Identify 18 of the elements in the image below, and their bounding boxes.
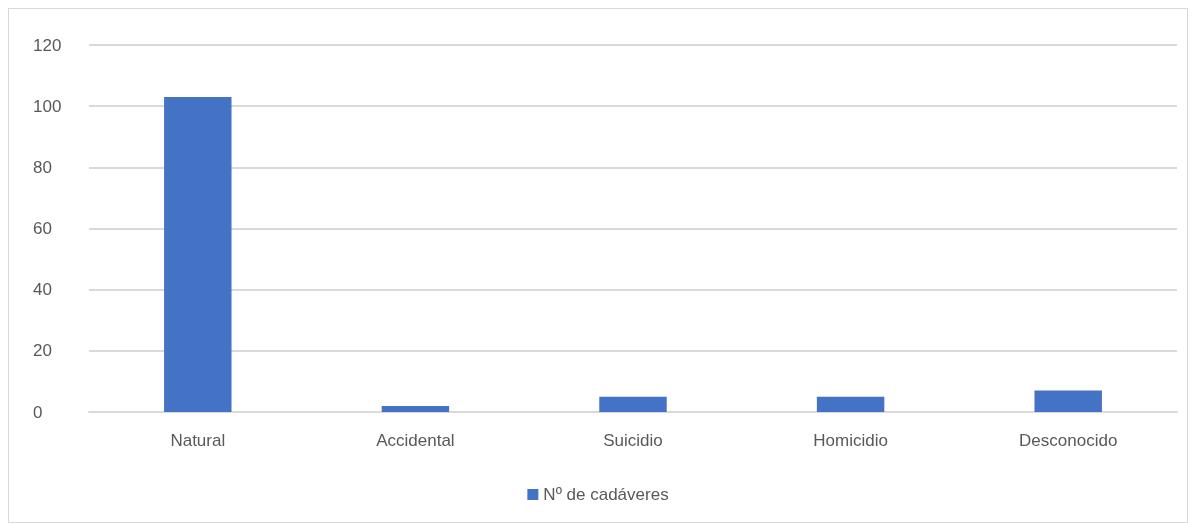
y-tick-label: 100 — [33, 96, 62, 116]
bar — [599, 396, 667, 412]
x-tick-label: Natural — [170, 431, 226, 450]
y-tick-label: 20 — [33, 341, 52, 361]
x-tick-label: Desconocido — [1019, 431, 1118, 450]
x-tick-label: Accidental — [376, 431, 455, 450]
bar — [164, 96, 232, 412]
legend-label: Nº de cadáveres — [543, 485, 669, 504]
y-tick-label: 80 — [33, 157, 52, 177]
x-tick-label: Homicidio — [813, 431, 888, 450]
y-tick-label: 120 — [33, 35, 62, 55]
y-tick-label: 60 — [33, 219, 52, 238]
bar — [381, 405, 450, 412]
bar — [816, 396, 885, 412]
y-tick-label: 40 — [33, 280, 52, 300]
bar — [1034, 390, 1102, 412]
x-tick-label: Suicidio — [603, 431, 663, 450]
y-tick-label: 0 — [33, 402, 43, 422]
